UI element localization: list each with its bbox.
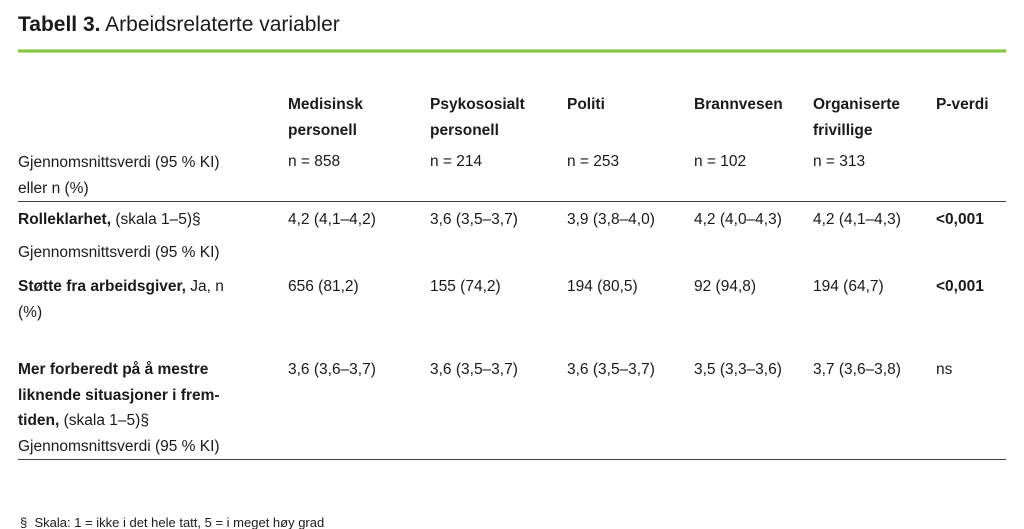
cell-value: 194 (80,5) (567, 278, 638, 295)
row-label-regular: (skala 1–5)§ (111, 211, 201, 228)
cell-value: 656 (81,2) (288, 278, 359, 295)
column-label: Brannvesen (694, 96, 783, 113)
column-label: Medisinsk personell (288, 96, 363, 139)
row-label: Rolleklarhet, (skala 1–5)§ Gjennomsnitts… (18, 202, 288, 269)
column-n: n = 214 (430, 153, 483, 170)
row-label-text: Rolleklarhet, (skala 1–5)§ (18, 207, 250, 233)
column-n: n = 313 (813, 153, 866, 170)
cell-p-value: ns (936, 361, 953, 378)
column-label: Politi (567, 96, 605, 113)
column-header-medisinsk: Medisinsk personell n = 858 (288, 92, 430, 201)
cell-value: 3,9 (3,8–4,0) (567, 211, 655, 228)
cell-value: 3,6 (3,5–3,7) (567, 361, 655, 378)
table-row-stotte: Støtte fra arbeidsgiver, Ja, n (%) 656 (… (18, 269, 1006, 352)
cell-value: 194 (64,7) (813, 278, 884, 295)
row-label: Støtte fra arbeidsgiver, Ja, n (%) (18, 269, 288, 352)
cell-p-value: <0,001 (936, 278, 984, 295)
column-n: n = 102 (694, 153, 747, 170)
table-body: Rolleklarhet, (skala 1–5)§ Gjennomsnitts… (18, 202, 1006, 460)
cell-value: 92 (94,8) (694, 278, 757, 295)
column-n: n = 253 (567, 153, 620, 170)
table-header: Gjennomsnittsverdi (95 % KI) eller n (%)… (18, 53, 1006, 202)
column-label: Psykososialt personell (430, 96, 525, 139)
stub-header: Gjennomsnittsverdi (95 % KI) eller n (%) (18, 154, 220, 197)
cell-value: 3,6 (3,5–3,7) (430, 211, 518, 228)
cell-value: 155 (74,2) (430, 278, 501, 295)
cell-value: 4,2 (4,0–4,3) (694, 211, 782, 228)
row-sublabel: Gjennomsnittsverdi (95 % KI) (18, 437, 220, 455)
table-row-rolleklarhet: Rolleklarhet, (skala 1–5)§ Gjennomsnitts… (18, 202, 1006, 269)
green-rule-top (18, 49, 1006, 53)
row-label: Mer forberedt på å mestre liknende situa… (18, 352, 288, 459)
cell-value: 3,7 (3,6–3,8) (813, 361, 901, 378)
footnote-scale: § Skala: 1 = ikke i det hele tatt, 5 = i… (20, 515, 325, 529)
column-n: n = 858 (288, 153, 341, 170)
row-label-text: Mer forberedt på å mestre liknende situa… (18, 357, 250, 434)
table-caption: Arbeidsrelaterte variabler (100, 13, 340, 36)
row-label-bold: Støtte fra arbeidsgiver, (18, 278, 186, 295)
row-label-regular: (skala 1–5)§ (59, 412, 149, 429)
cell-value: 4,2 (4,1–4,2) (288, 211, 376, 228)
column-header-frivillige: Organiserte frivillige n = 313 (813, 92, 936, 201)
column-label: Organiserte frivillige (813, 96, 901, 139)
table-row-forberedt: Mer forberedt på å mestre liknende situa… (18, 352, 1006, 459)
cell-value: 3,6 (3,5–3,7) (430, 361, 518, 378)
cell-p-value: <0,001 (936, 211, 984, 228)
table-number: Tabell 3. (18, 13, 101, 36)
cell-value: 3,6 (3,6–3,7) (288, 361, 376, 378)
row-label-bold: Rolleklarhet, (18, 211, 112, 228)
column-header-politi: Politi n = 253 (567, 92, 694, 201)
row-label-bold: Mer forberedt på å mestre liknende situa… (18, 361, 220, 429)
column-header-brannvesen: Brannvesen n = 102 (694, 92, 813, 201)
row-label-regular: Ja, n (%) (18, 278, 224, 321)
footnotes: § Skala: 1 = ikke i det hele tatt, 5 = i… (13, 460, 1006, 529)
column-label: P-verdi (936, 96, 989, 113)
page-title: Tabell 3. Arbeidsrelaterte variabler (18, 10, 1006, 40)
row-sublabel: Gjennomsnittsverdi (95 % KI) (18, 243, 220, 261)
row-label-text: Støtte fra arbeidsgiver, Ja, n (%) (18, 274, 250, 325)
column-header-psykososialt: Psykososialt personell n = 214 (430, 92, 567, 201)
column-header-pverdi: P-verdi (936, 92, 1006, 201)
cell-value: 4,2 (4,1–4,3) (813, 211, 901, 228)
cell-value: 3,5 (3,3–3,6) (694, 361, 782, 378)
